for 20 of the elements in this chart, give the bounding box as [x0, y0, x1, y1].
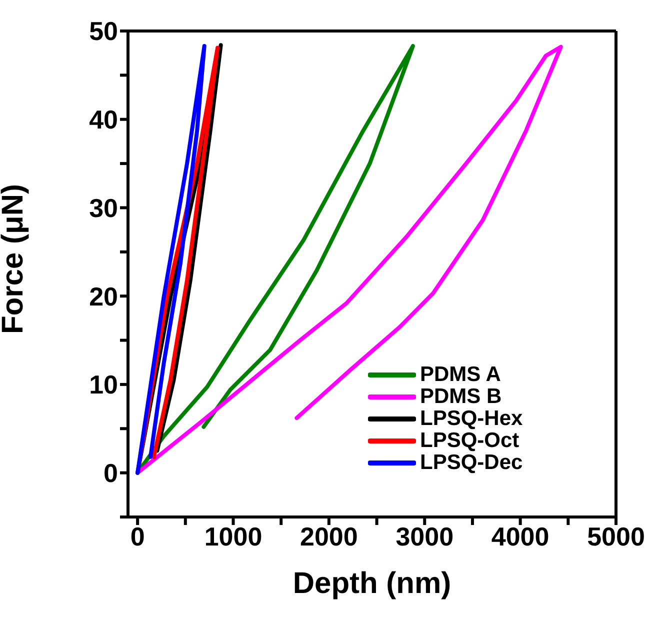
y-tick-label: 10	[89, 370, 118, 400]
line-series	[136, 44, 206, 475]
x-tick-label: 4000	[491, 521, 550, 552]
legend-label: LPSQ-Dec	[420, 451, 523, 474]
y-tick-label: 50	[89, 16, 118, 46]
x-tick-label: 1000	[204, 521, 262, 552]
legend-label: PDMS A	[420, 363, 501, 386]
y-axis-title: Force (μN)	[0, 184, 30, 334]
y-tick-label: 0	[104, 458, 118, 488]
x-tick-label: 5000	[587, 521, 645, 552]
x-tick-label: 2000	[300, 521, 358, 552]
x-tick-label: 3000	[396, 521, 454, 552]
legend-label: PDMS B	[420, 385, 502, 408]
y-tick-label: 30	[89, 192, 118, 223]
x-tick-label: 0	[130, 521, 145, 552]
x-axis-title: Depth (nm)	[292, 567, 452, 600]
legend-label: LPSQ-Hex	[420, 407, 523, 430]
y-tick-label: 20	[89, 281, 118, 312]
legend-label: LPSQ-Oct	[420, 429, 520, 452]
y-tick-label: 40	[89, 104, 118, 135]
